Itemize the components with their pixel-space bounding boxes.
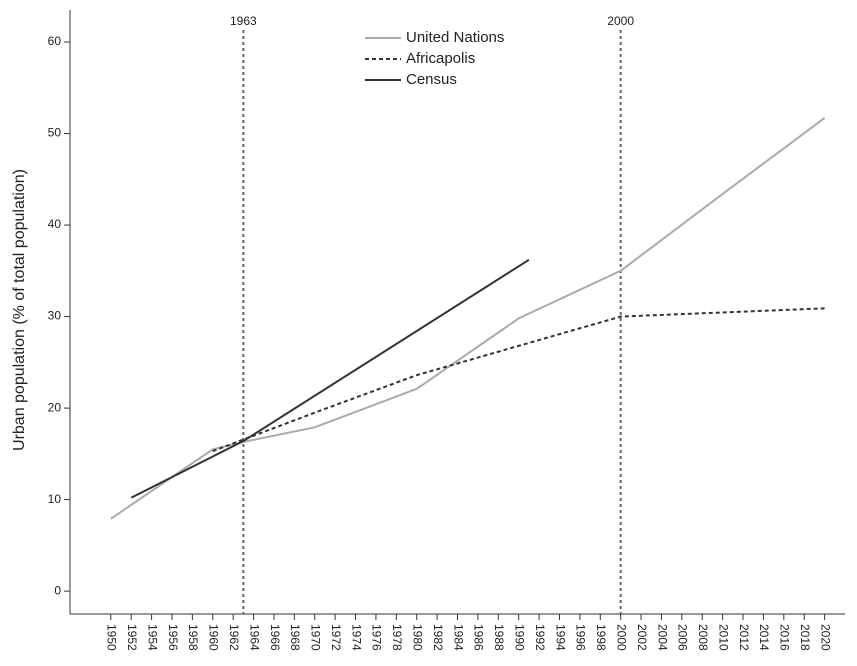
x-tick-label: 1954 (145, 624, 159, 651)
x-tick-label: 1972 (329, 624, 343, 651)
y-tick-label: 30 (48, 309, 62, 323)
y-axis-label: Urban population (% of total population) (11, 169, 28, 451)
line (130, 258, 530, 499)
x-tick-label: 2016 (778, 624, 792, 651)
x-tick-label: 1974 (349, 624, 363, 651)
x-tick-label: 2012 (737, 624, 751, 651)
y-tick-label: 60 (48, 34, 62, 48)
y-tick-label: 20 (48, 400, 62, 414)
x-tick-label: 1990 (513, 624, 527, 651)
legend-label: Africapolis (406, 50, 475, 67)
legend-label: United Nations (406, 29, 504, 46)
x-tick-label: 1966 (268, 624, 282, 651)
x-tick-label: 2010 (716, 624, 730, 651)
x-tick-label: 1976 (370, 624, 384, 651)
x-tick-label: 2014 (757, 624, 771, 651)
x-tick-label: 1996 (574, 624, 588, 651)
x-tick-label: 1986 (472, 624, 486, 651)
x-tick-label: 1964 (247, 624, 261, 651)
y-tick-label: 40 (48, 217, 62, 231)
reference-label: 1963 (230, 14, 257, 28)
x-tick-label: 1994 (553, 624, 567, 651)
x-tick-label: 2000 (614, 624, 628, 651)
x-tick-label: 1952 (125, 624, 139, 651)
x-tick-label: 1978 (390, 624, 404, 651)
x-tick-label: 2004 (655, 624, 669, 651)
y-tick-label: 0 (54, 583, 61, 597)
line (110, 117, 826, 520)
x-tick-label: 1998 (594, 624, 608, 651)
x-tick-label: 1980 (411, 624, 425, 651)
x-tick-label: 2020 (818, 624, 832, 651)
x-tick-label: 2008 (696, 624, 710, 651)
x-tick-label: 1992 (533, 624, 547, 651)
y-tick-label: 10 (48, 492, 62, 506)
x-tick-label: 2002 (635, 624, 649, 651)
x-tick-label: 1968 (288, 624, 302, 651)
legend-label: Census (406, 71, 457, 88)
x-tick-label: 1950 (105, 624, 119, 651)
x-tick-label: 2006 (676, 624, 690, 651)
x-tick-label: 1960 (207, 624, 221, 651)
x-tick-label: 1984 (451, 624, 465, 651)
x-tick-label: 1956 (166, 624, 180, 651)
x-tick-label: 1970 (309, 624, 323, 651)
reference-label: 2000 (607, 14, 634, 28)
x-tick-label: 1982 (431, 624, 445, 651)
x-tick-label: 1962 (227, 624, 241, 651)
x-tick-label: 1958 (186, 624, 200, 651)
x-tick-label: 2018 (798, 624, 812, 651)
y-tick-label: 50 (48, 126, 62, 140)
line (212, 307, 825, 453)
x-tick-label: 1988 (492, 624, 506, 651)
